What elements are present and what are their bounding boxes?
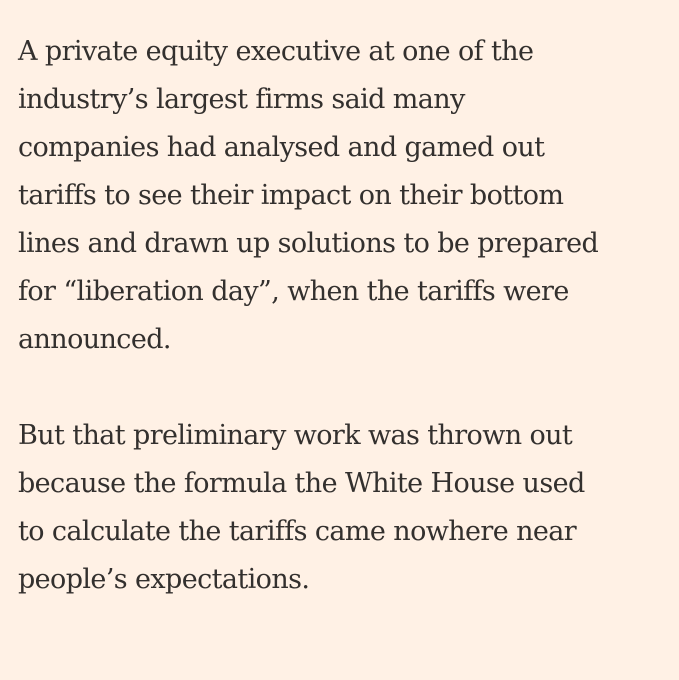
text-line: for “liberation day”, when the tariffs w… [18, 276, 569, 307]
text-line: companies had analysed and gamed out [18, 132, 545, 163]
paragraph-preliminary-work: But that preliminary work was thrown out… [18, 412, 673, 604]
text-line: people’s expectations. [18, 564, 310, 595]
paragraph-private-equity-executive: A private equity executive at one of the… [18, 28, 673, 364]
text-line: lines and drawn up solutions to be prepa… [18, 228, 599, 259]
article-body: A private equity executive at one of the… [18, 28, 673, 604]
text-line: announced. [18, 324, 171, 355]
text-line: tariffs to see their impact on their bot… [18, 180, 564, 211]
text-line: to calculate the tariffs came nowhere ne… [18, 516, 577, 547]
text-line: A private equity executive at one of the [18, 36, 534, 67]
text-line: industry’s largest firms said many [18, 84, 465, 115]
text-line: because the formula the White House used [18, 468, 585, 499]
text-line: But that preliminary work was thrown out [18, 420, 573, 451]
